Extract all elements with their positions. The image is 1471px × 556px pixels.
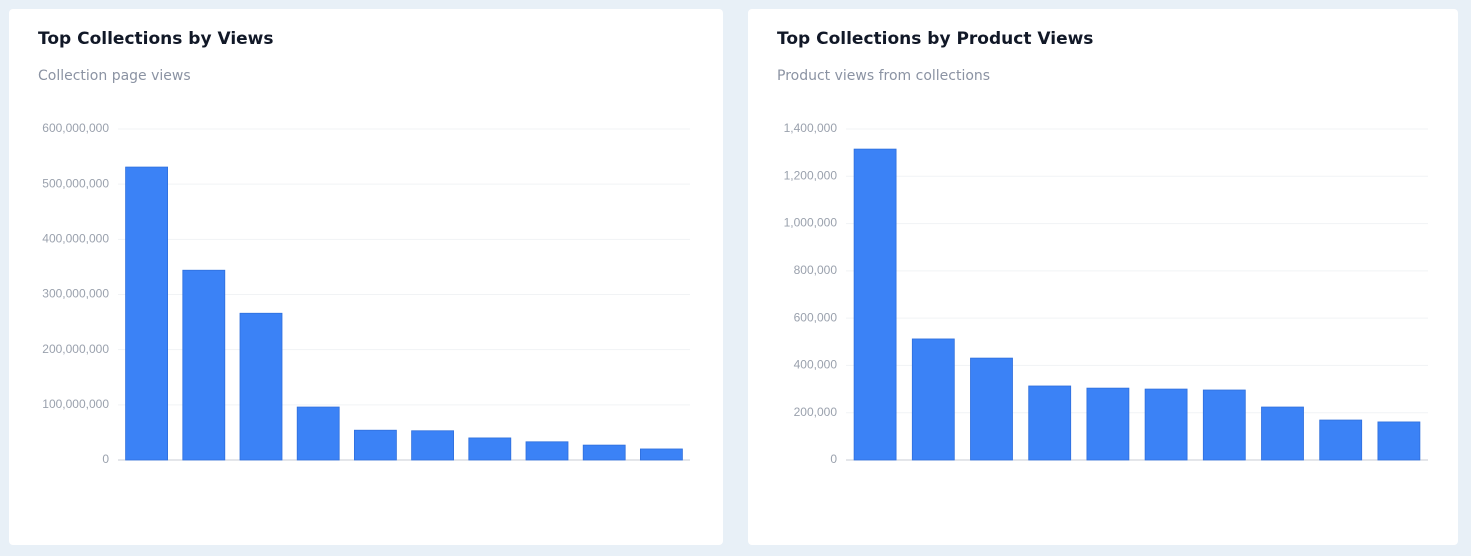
y-tick-label: 1,200,000: [784, 168, 838, 182]
chart-subtitle: Collection page views: [38, 68, 191, 84]
y-tick-label: 200,000,000: [42, 342, 109, 356]
y-tick-label: 100,000,000: [42, 397, 109, 411]
y-tick-label: 300,000,000: [42, 287, 109, 301]
y-tick-label: 600,000,000: [42, 121, 109, 135]
bar: [582, 444, 626, 461]
bar: [1261, 406, 1304, 461]
bar: [125, 166, 168, 461]
y-tick-label: 0: [102, 452, 109, 466]
bar: [239, 312, 283, 461]
chart-subtitle: Product views from collections: [777, 68, 990, 84]
bar: [911, 338, 955, 461]
bar: [853, 148, 897, 461]
bar: [182, 269, 226, 461]
chart-title: Top Collections by Product Views: [777, 29, 1093, 49]
bar: [353, 429, 397, 461]
bar: [468, 437, 512, 461]
y-tick-label: 400,000: [794, 358, 838, 372]
bar: [525, 441, 569, 461]
y-tick-label: 1,000,000: [784, 216, 838, 230]
bar: [411, 430, 455, 461]
y-tick-label: 400,000,000: [42, 232, 109, 246]
y-tick-label: 1,400,000: [784, 121, 838, 135]
bar: [1086, 387, 1130, 461]
y-tick-label: 600,000: [794, 310, 838, 324]
bar: [1377, 421, 1421, 461]
bar: [640, 448, 683, 461]
y-tick-label: 800,000: [794, 263, 838, 277]
bar: [1319, 419, 1363, 461]
card: [9, 9, 723, 545]
bar: [296, 406, 340, 461]
bar: [1202, 389, 1246, 461]
chart-title: Top Collections by Views: [38, 29, 274, 49]
y-tick-label: 0: [830, 452, 837, 466]
bar: [1144, 388, 1188, 461]
bar: [1028, 385, 1072, 461]
bar: [970, 357, 1013, 461]
y-tick-label: 200,000: [794, 405, 838, 419]
y-tick-label: 500,000,000: [42, 176, 109, 190]
